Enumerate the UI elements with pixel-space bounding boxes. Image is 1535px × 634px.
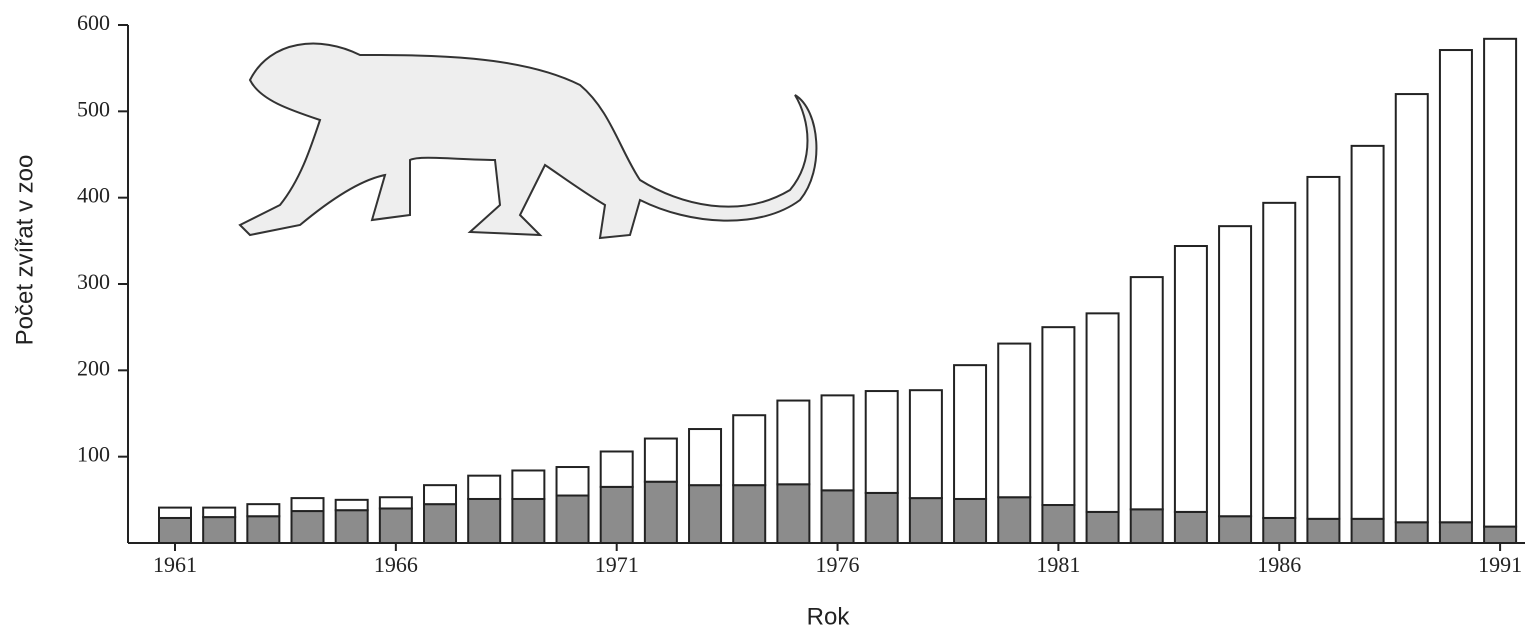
- y-tick-label: 100: [77, 442, 110, 467]
- bar-segment: [467, 497, 502, 544]
- bar-segment: [290, 497, 325, 513]
- bar-segment: [1262, 201, 1297, 519]
- bar-segment: [732, 414, 767, 487]
- bar-segment: [1394, 93, 1429, 524]
- bar-segment: [467, 474, 502, 500]
- bar-segment: [511, 497, 546, 544]
- y-axis-label: Počet zvířat v zoo: [11, 155, 38, 346]
- bar-segment: [1394, 521, 1429, 545]
- bar-segment: [378, 507, 413, 545]
- bar-segment: [1218, 225, 1253, 518]
- bar-segment: [1306, 517, 1341, 544]
- bar-segment: [334, 509, 369, 544]
- bar-segment: [864, 390, 899, 494]
- bar-segment: [158, 506, 192, 519]
- bar-segment: [1173, 245, 1208, 513]
- x-tick-label: 1981: [1036, 552, 1080, 577]
- bar-segment: [688, 428, 723, 487]
- bar-segment: [423, 503, 458, 544]
- bar-segment: [953, 364, 988, 500]
- bar-segment: [1218, 515, 1253, 545]
- x-tick-label: 1986: [1257, 552, 1301, 577]
- x-axis-label: Rok: [807, 603, 851, 630]
- bar-segment: [555, 466, 590, 497]
- bar-segment: [555, 494, 590, 544]
- bar-segment: [511, 469, 546, 500]
- y-tick-label: 200: [77, 355, 110, 380]
- y-tick-label: 300: [77, 269, 110, 294]
- bar-segment: [953, 497, 988, 544]
- y-tick-label: 400: [77, 183, 110, 208]
- bar-segment: [1041, 326, 1076, 507]
- bar-segment: [1262, 516, 1297, 544]
- bar-segment: [776, 399, 811, 486]
- bar-segment: [290, 510, 325, 545]
- bar-segment: [688, 484, 723, 545]
- bar-segment: [246, 515, 281, 545]
- x-tick-label: 1976: [816, 552, 860, 577]
- bar-segment: [864, 491, 899, 544]
- x-tick-label: 1971: [595, 552, 639, 577]
- x-tick-label: 1991: [1478, 552, 1522, 577]
- bar-segment: [334, 498, 369, 512]
- bar-segment: [1483, 525, 1518, 545]
- bar-segment: [1438, 49, 1473, 524]
- bar-segment: [1085, 312, 1120, 513]
- bar-segment: [599, 450, 634, 488]
- bar-segment: [908, 389, 943, 500]
- bar-segment: [1350, 144, 1385, 520]
- bar-segment: [776, 483, 811, 544]
- bar-segment: [158, 516, 192, 544]
- bar-segment: [1173, 510, 1208, 545]
- x-tick-label: 1961: [153, 552, 197, 577]
- bar-segment: [820, 394, 855, 492]
- x-tick-label: 1966: [374, 552, 418, 577]
- bar-segment: [643, 480, 678, 545]
- bar-segment: [1041, 504, 1076, 545]
- bar-segment: [908, 497, 943, 544]
- y-tick-label: 500: [77, 96, 110, 121]
- y-tick-label: 600: [77, 10, 110, 35]
- bar-segment: [1306, 175, 1341, 520]
- bar-segment: [202, 516, 237, 544]
- bar-segment: [1129, 276, 1164, 511]
- bar-segment: [202, 506, 237, 519]
- bar-segment: [1438, 521, 1473, 545]
- bar-segment: [378, 496, 413, 510]
- bar-segment: [599, 485, 634, 544]
- bar-segment: [732, 484, 767, 545]
- bar-segment: [423, 484, 458, 506]
- bar-segment: [1085, 510, 1120, 545]
- leopard-illustration: [238, 42, 818, 240]
- bar-segment: [1483, 37, 1518, 528]
- bar-segment: [643, 437, 678, 483]
- bar-segment: [246, 503, 281, 518]
- bar-segment: [1350, 517, 1385, 544]
- bar-segment: [1129, 508, 1164, 544]
- bar-segment: [820, 489, 855, 545]
- bar-segment: [997, 342, 1032, 499]
- bar-segment: [997, 496, 1032, 545]
